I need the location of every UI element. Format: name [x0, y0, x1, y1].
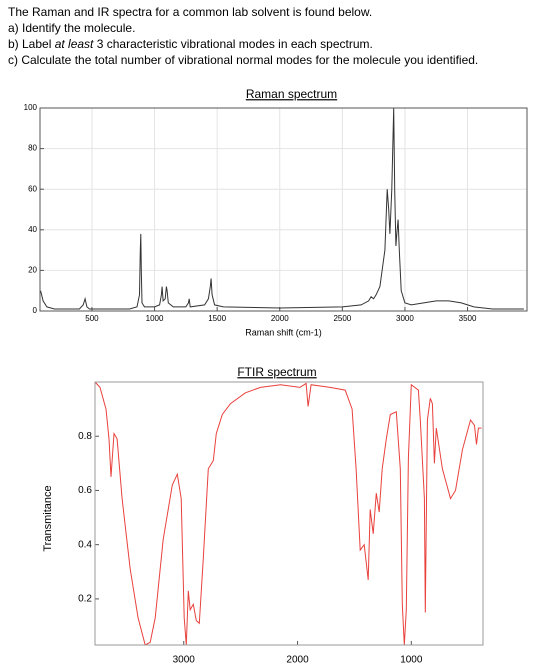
item-a: a) Identify the molecule.	[8, 21, 136, 35]
item-c: c) Calculate the total number of vibrati…	[8, 53, 479, 67]
x-tick-label: 3000	[173, 655, 196, 666]
y-tick-label: 0	[33, 306, 38, 315]
text: b) Label	[8, 37, 55, 51]
x-tick-label: 500	[85, 314, 99, 323]
spectrum-line	[94, 381, 482, 646]
x-tick-label: 1500	[208, 314, 226, 323]
y-tick-label: 100	[24, 103, 38, 112]
y-tick-label: 0.8	[78, 431, 92, 442]
x-tick-label: 2000	[286, 655, 309, 666]
y-tick-label: 80	[28, 144, 37, 153]
x-tick-label: 3500	[459, 314, 477, 323]
text: 3 characteristic vibrational modes in ea…	[93, 37, 373, 51]
y-tick-label: 60	[28, 184, 37, 193]
plot-frame	[94, 381, 484, 646]
question: The Raman and IR spectra for a common la…	[8, 4, 478, 68]
x-axis-label: Raman shift (cm-1)	[245, 327, 322, 337]
y-tick-label: 0.4	[78, 539, 92, 550]
chart-title: Raman spectrum	[246, 87, 337, 101]
y-tick-label: 0.6	[78, 485, 92, 496]
plot-frame	[39, 107, 528, 312]
x-tick-label: 1000	[400, 655, 423, 666]
x-tick-label: 2000	[271, 314, 289, 323]
chart-title: FTIR spectrum	[237, 365, 316, 379]
y-tick-label: 0.2	[78, 594, 92, 605]
x-tick-label: 2500	[333, 314, 351, 323]
x-tick-label: 1000	[146, 314, 164, 323]
x-tick-label: 3000	[396, 314, 414, 323]
y-axis-label: Transmitance	[42, 485, 54, 551]
intro: The Raman and IR spectra for a common la…	[8, 5, 373, 19]
item-b: b) Label at least 3 characteristic vibra…	[8, 36, 478, 52]
y-tick-label: 20	[28, 266, 37, 275]
plot-frame	[39, 107, 528, 312]
spectrum-line	[40, 107, 524, 310]
emphasis: at least	[54, 37, 94, 51]
y-tick-label: 40	[28, 225, 37, 234]
